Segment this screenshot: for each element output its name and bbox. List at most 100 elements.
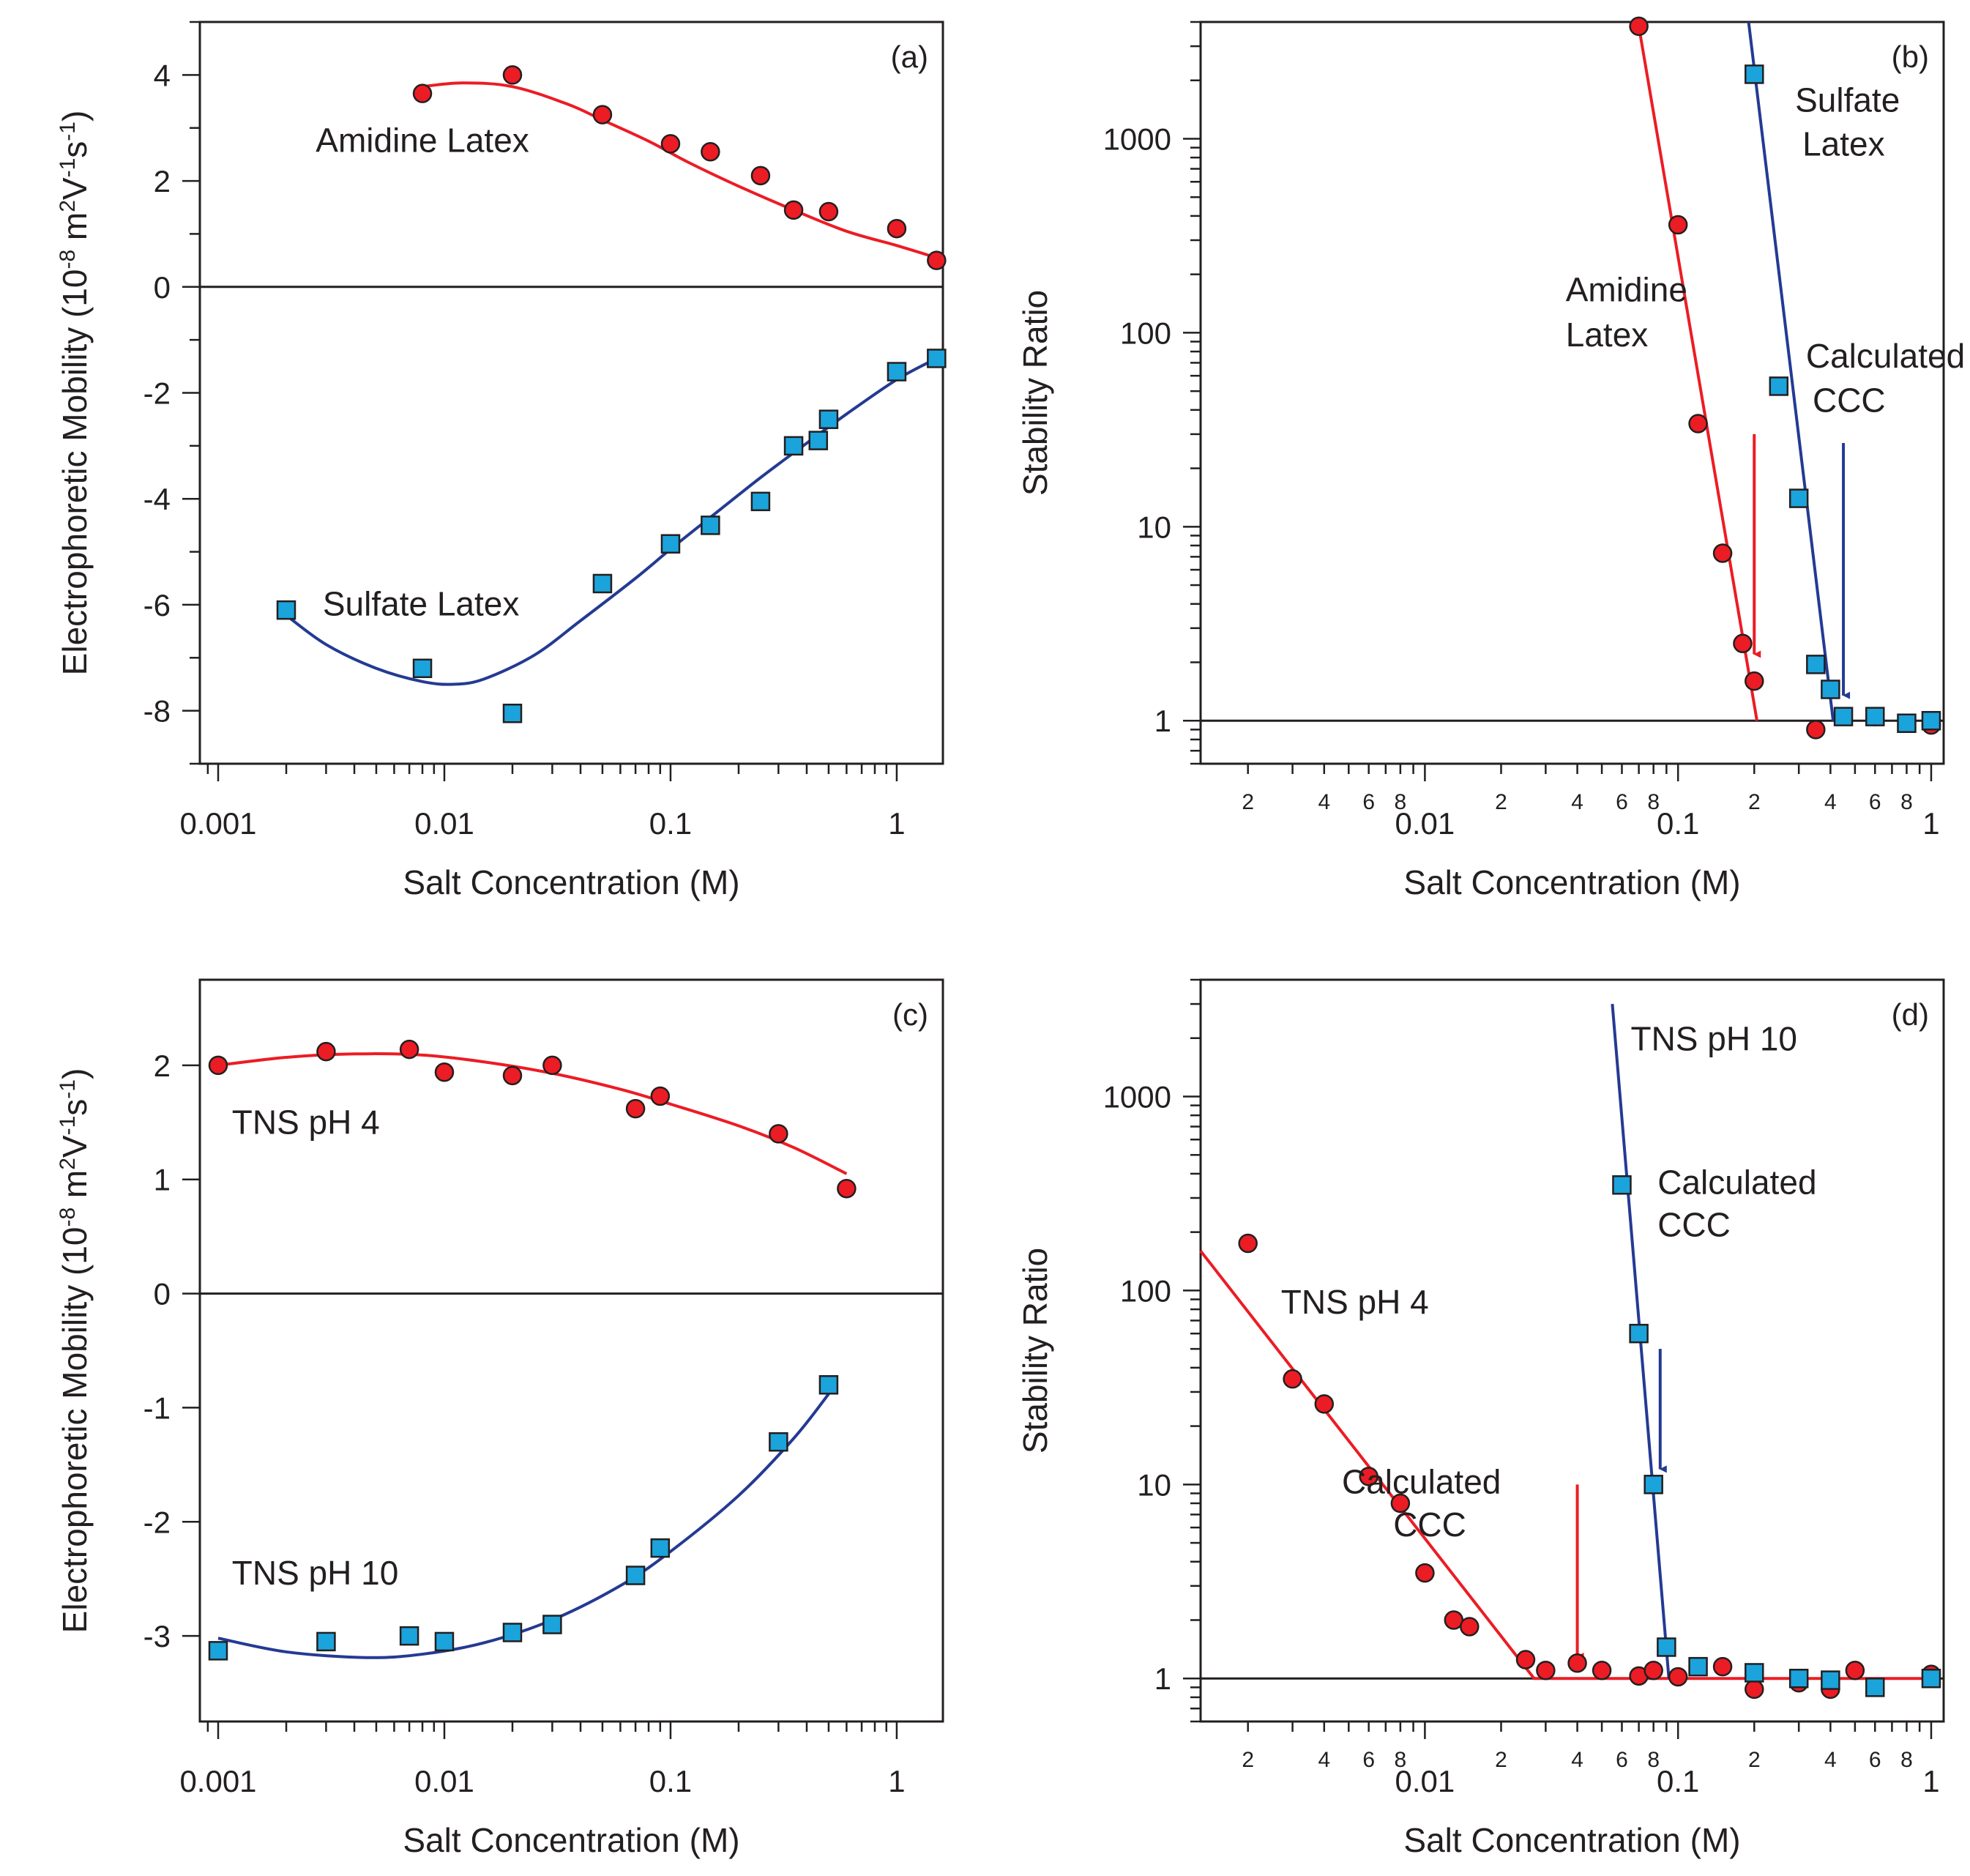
- y-tick-label: 1: [1154, 704, 1171, 738]
- y-tick-label: -2: [143, 1505, 171, 1539]
- x-tick-label: 0.1: [1657, 806, 1699, 841]
- data-point-square: [1897, 713, 1917, 733]
- annotation-text: CCC: [1393, 1505, 1466, 1544]
- data-point-square: [1612, 1175, 1632, 1195]
- data-point-square: [1788, 488, 1809, 508]
- data-point-circle: [701, 142, 720, 162]
- x-minor-tick-label: 6: [1362, 1748, 1375, 1772]
- y-axis-title-part: Electrophoretic Mobility (10: [56, 269, 94, 676]
- x-minor-tick-label: 2: [1495, 1748, 1507, 1772]
- x-tick-label: 0.01: [1395, 1764, 1455, 1798]
- y-axis-title-part: s: [56, 141, 94, 158]
- data-point-square: [1806, 655, 1826, 674]
- y-tick-label: 1000: [1103, 1079, 1171, 1114]
- data-point-square: [660, 534, 681, 554]
- annotation-text: Sulfate: [1795, 81, 1900, 119]
- data-point-circle: [769, 1124, 788, 1144]
- data-point-circle: [837, 1178, 857, 1199]
- data-point-circle: [1515, 1650, 1536, 1670]
- y-axis-title: Stability Ratio: [1016, 290, 1054, 496]
- data-point-circle: [1390, 1493, 1411, 1514]
- y-tick-label: -6: [143, 588, 171, 622]
- data-point-circle: [434, 1062, 455, 1082]
- data-point-square: [502, 704, 523, 723]
- y-tick-label: 1: [154, 1163, 171, 1197]
- data-point-square: [592, 573, 613, 594]
- data-point-circle: [1359, 1467, 1378, 1486]
- annotation-text: Amidine: [1566, 271, 1687, 309]
- panel-a-mobility-latex: 0.001 0.01 0.1 1 -8 -6 -4 -2 0 2 4 Salt Concentrati…: [56, 21, 947, 901]
- data-point-circle: [783, 200, 804, 220]
- y-tick-label: 0: [154, 270, 171, 305]
- data-point-square: [1769, 376, 1789, 396]
- y-tick-label: 100: [1120, 316, 1171, 350]
- x-axis-title: Salt Concentration (M): [403, 863, 739, 901]
- annotation-text: TNS pH 10: [232, 1554, 399, 1592]
- y-tick-label: 10: [1137, 1467, 1171, 1502]
- data-point-circle: [1688, 414, 1708, 433]
- data-point-circle: [1314, 1394, 1335, 1414]
- x-minor-tick-label: 8: [1395, 790, 1407, 814]
- data-point-circle: [399, 1039, 419, 1060]
- fit-line-amidine-latex: [422, 81, 937, 259]
- data-point-circle: [1668, 1667, 1688, 1687]
- x-tick-label: 0.01: [414, 1764, 474, 1798]
- data-point-square: [650, 1538, 671, 1558]
- y-axis-title-part: V: [56, 177, 94, 200]
- data-point-square: [783, 436, 804, 456]
- data-point-square: [542, 1615, 562, 1634]
- data-point-square: [750, 491, 771, 512]
- data-point-square: [818, 409, 839, 429]
- annotation-text: Latex: [1802, 124, 1885, 163]
- panel-c-mobility-tns: 0.001 0.01 0.1 1 -3 -2 -1 0 1 2 Salt Concentration…: [56, 978, 944, 1859]
- data-point-square: [276, 600, 296, 620]
- data-point-circle: [1629, 16, 1649, 37]
- annotation-text: CCC: [1813, 381, 1886, 420]
- annotation-text: TNS pH 4: [1281, 1283, 1429, 1321]
- x-minor-tick-label: 2: [1748, 1748, 1761, 1772]
- fit-line-tns-ph-10: [217, 1393, 830, 1659]
- annotation-text: Calculated: [1342, 1462, 1501, 1500]
- data-point-circle: [1712, 543, 1733, 563]
- panel-label: (d): [1892, 997, 1929, 1032]
- data-point-circle: [502, 1065, 523, 1086]
- y-tick-label: -3: [143, 1619, 171, 1653]
- y-tick-label: -4: [143, 482, 171, 516]
- data-point-square: [1657, 1637, 1676, 1657]
- y-axis-title-superscript: 2: [56, 1158, 80, 1170]
- x-tick-label: 0.001: [179, 806, 256, 841]
- y-axis-title-superscript: -1: [56, 158, 80, 178]
- x-tick-label: 1: [1922, 806, 1939, 841]
- data-point-circle: [1415, 1563, 1435, 1583]
- data-point-circle: [1745, 671, 1764, 691]
- plot-frame: [198, 21, 944, 765]
- x-tick-label: 1: [888, 1764, 905, 1798]
- x-minor-tick-label: 4: [1571, 1748, 1583, 1772]
- data-point-square: [208, 1641, 228, 1661]
- data-point-square: [1688, 1656, 1708, 1677]
- x-minor-tick-label: 2: [1242, 1748, 1254, 1772]
- data-point-circle: [660, 134, 681, 154]
- x-tick-label: 0.1: [649, 806, 692, 841]
- data-point-square: [1788, 1668, 1809, 1689]
- plot-frame: [198, 978, 944, 1723]
- x-minor-tick-label: 4: [1824, 790, 1837, 814]
- data-point-square: [1821, 680, 1840, 699]
- y-tick-label: 10: [1137, 510, 1171, 544]
- annotation-text: TNS pH 4: [232, 1103, 380, 1141]
- x-axis-title: Salt Concentration (M): [403, 1821, 739, 1859]
- data-point-circle: [1745, 1679, 1764, 1700]
- y-axis-title: Stability Ratio: [1016, 1248, 1054, 1453]
- data-point-circle: [1643, 1661, 1663, 1680]
- y-axis-title-part: ): [56, 111, 94, 122]
- data-point-circle: [1460, 1617, 1480, 1637]
- x-tick-label: 0.01: [414, 806, 474, 841]
- y-tick-label: -1: [143, 1391, 171, 1425]
- data-point-square: [818, 1375, 839, 1395]
- y-axis-title: Electrophoretic Mobility (10-8 m2V-1s-1): [56, 111, 94, 676]
- x-tick-label: 0.001: [179, 1764, 256, 1798]
- x-minor-tick-label: 8: [1900, 790, 1913, 814]
- data-point-circle: [1238, 1233, 1258, 1254]
- y-axis-title-part: ): [56, 1068, 94, 1079]
